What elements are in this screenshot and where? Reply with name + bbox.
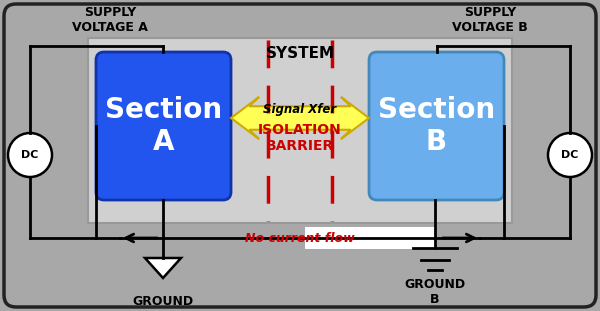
Polygon shape xyxy=(231,97,369,139)
Text: Signal Xfer: Signal Xfer xyxy=(263,104,337,117)
Text: ISOLATION
BARRIER: ISOLATION BARRIER xyxy=(258,123,342,153)
Text: Section
B: Section B xyxy=(378,96,495,156)
Circle shape xyxy=(548,133,592,177)
Text: SYSTEM: SYSTEM xyxy=(265,47,335,62)
FancyBboxPatch shape xyxy=(369,52,504,200)
Text: GROUND
B: GROUND B xyxy=(404,278,466,306)
FancyBboxPatch shape xyxy=(96,52,231,200)
FancyBboxPatch shape xyxy=(305,227,435,249)
Text: Section
A: Section A xyxy=(105,96,222,156)
Polygon shape xyxy=(145,258,181,278)
Text: SUPPLY
VOLTAGE B: SUPPLY VOLTAGE B xyxy=(452,6,528,34)
FancyBboxPatch shape xyxy=(4,4,596,307)
Text: No current flow: No current flow xyxy=(245,231,355,244)
Text: SUPPLY
VOLTAGE A: SUPPLY VOLTAGE A xyxy=(72,6,148,34)
Text: DC: DC xyxy=(22,150,38,160)
Text: GROUND
A: GROUND A xyxy=(133,295,194,311)
Text: DC: DC xyxy=(562,150,578,160)
Circle shape xyxy=(8,133,52,177)
FancyBboxPatch shape xyxy=(88,38,512,223)
